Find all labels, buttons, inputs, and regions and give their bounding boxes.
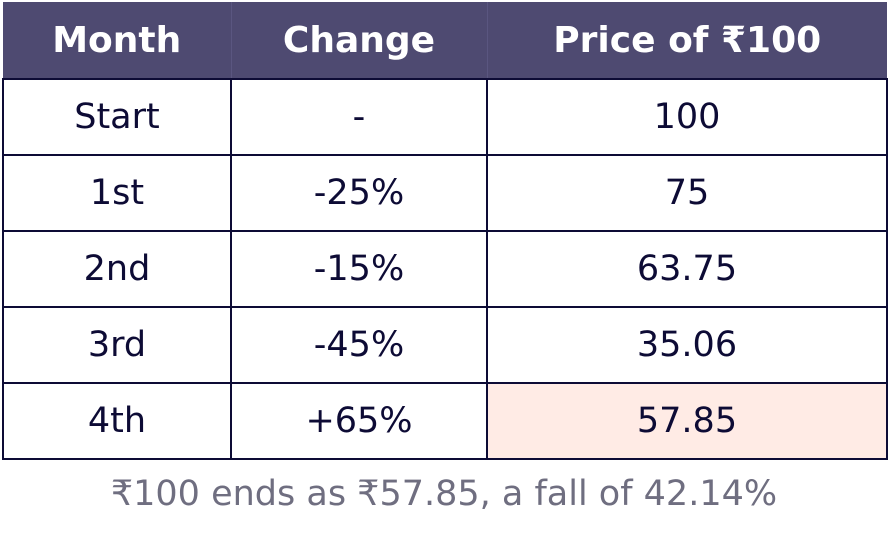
cell-price: 63.75 xyxy=(486,230,888,308)
cell-price: 35.06 xyxy=(486,306,888,384)
cell-change: - xyxy=(230,78,488,156)
summary-caption: ₹100 ends as ₹57.85, a fall of 42.14% xyxy=(110,474,778,514)
price-change-table: Month Change Price of ₹100 Start - 100 1… xyxy=(2,2,888,460)
cell-price: 100 xyxy=(486,78,888,156)
cell-month: 4th xyxy=(2,382,232,460)
header-change: Change xyxy=(231,2,488,79)
table-row: 4th +65% 57.85 xyxy=(2,382,888,460)
cell-month: 2nd xyxy=(2,230,232,308)
header-price: Price of ₹100 xyxy=(487,2,887,79)
cell-month: 1st xyxy=(2,154,232,232)
cell-month: Start xyxy=(2,78,232,156)
cell-price-highlighted: 57.85 xyxy=(486,382,888,460)
cell-change: -45% xyxy=(230,306,488,384)
table-header: Month Change Price of ₹100 xyxy=(3,2,887,79)
table-row: 2nd -15% 63.75 xyxy=(2,230,888,308)
cell-change: -25% xyxy=(230,154,488,232)
cell-change: +65% xyxy=(230,382,488,460)
cell-price: 75 xyxy=(486,154,888,232)
header-row: Month Change Price of ₹100 xyxy=(3,2,887,79)
table-row: 1st -25% 75 xyxy=(2,154,888,232)
table-row: 3rd -45% 35.06 xyxy=(2,306,888,384)
header-month: Month xyxy=(3,2,232,79)
cell-month: 3rd xyxy=(2,306,232,384)
table-row: Start - 100 xyxy=(2,78,888,156)
cell-change: -15% xyxy=(230,230,488,308)
table-body: Start - 100 1st -25% 75 2nd -15% 63.75 3… xyxy=(2,78,888,460)
